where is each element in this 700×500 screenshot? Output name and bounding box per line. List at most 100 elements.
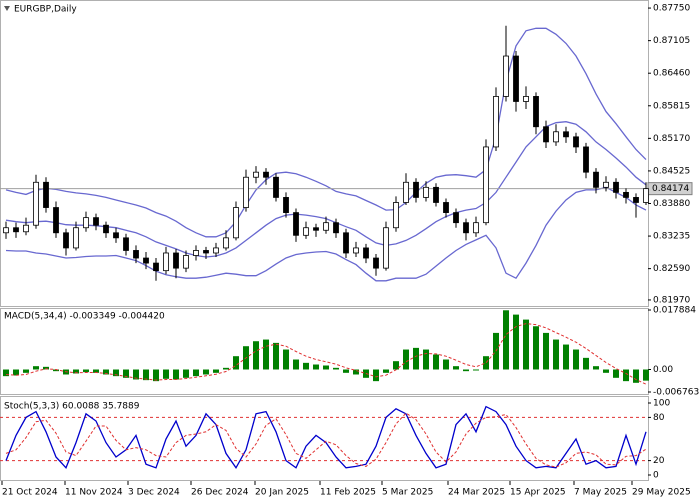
macd-bar bbox=[343, 369, 349, 373]
macd-bar bbox=[153, 369, 159, 382]
macd-bar bbox=[433, 354, 439, 370]
candle-body bbox=[553, 131, 559, 143]
macd-bar bbox=[223, 367, 229, 370]
bollinger-lower bbox=[5, 186, 647, 282]
macd-bar bbox=[213, 369, 219, 373]
macd-bar bbox=[3, 369, 9, 377]
stoch-panel-frame bbox=[0, 396, 649, 481]
candle-body bbox=[103, 224, 109, 234]
candle-body bbox=[373, 257, 379, 269]
candle-body bbox=[383, 227, 389, 269]
candle-body bbox=[493, 96, 499, 148]
candle-body bbox=[23, 224, 29, 233]
candle-body bbox=[543, 126, 549, 143]
candle-body bbox=[213, 247, 219, 254]
candle-body bbox=[273, 176, 279, 198]
x-tick-label: 21 Oct 2024 bbox=[2, 488, 58, 498]
macd-bar bbox=[103, 369, 109, 375]
candle-body bbox=[43, 181, 49, 208]
macd-bar bbox=[463, 369, 469, 372]
candle-body bbox=[563, 131, 569, 138]
macd-bar bbox=[323, 365, 329, 370]
candle-body bbox=[473, 222, 479, 234]
candle-body bbox=[433, 186, 439, 203]
macd-bar bbox=[53, 369, 59, 372]
candle-body bbox=[633, 197, 639, 203]
y-tick-label: 0.84525 bbox=[653, 166, 690, 176]
candle-body bbox=[423, 186, 429, 198]
candle-body bbox=[583, 146, 589, 173]
macd-bar bbox=[563, 344, 569, 370]
macd-title: MACD(5,34,4) -0.003349 -0.004420 bbox=[4, 312, 165, 322]
x-tick-label: 11 Feb 2025 bbox=[320, 488, 376, 498]
macd-bar bbox=[613, 369, 619, 378]
y-tick-label: 0.85815 bbox=[653, 101, 690, 111]
macd-bar bbox=[163, 369, 169, 379]
macd-bar bbox=[423, 349, 429, 370]
candle-body bbox=[223, 237, 229, 249]
macd-bar bbox=[383, 369, 389, 373]
stoch-title: Stoch(5,3,3) 60.0088 35.7889 bbox=[4, 402, 140, 412]
y-tick-label: 0.83235 bbox=[653, 232, 690, 242]
y-tick-label: 100 bbox=[653, 399, 670, 409]
candle-body bbox=[333, 222, 339, 234]
macd-bar bbox=[23, 369, 29, 373]
candle-body bbox=[523, 96, 529, 102]
x-tick-label: 29 May 2025 bbox=[632, 488, 691, 498]
macd-bar bbox=[483, 356, 489, 370]
candle-body bbox=[613, 181, 619, 193]
candle-body bbox=[363, 247, 369, 259]
candle-body bbox=[263, 171, 269, 178]
x-tick-label: 26 Dec 2024 bbox=[191, 488, 249, 498]
candle-body bbox=[113, 232, 119, 239]
candle-body bbox=[153, 262, 159, 272]
candle-body bbox=[73, 227, 79, 249]
macd-bar bbox=[33, 366, 39, 370]
y-tick-label: 0 bbox=[653, 471, 659, 481]
y-tick-label: 0.81970 bbox=[653, 295, 690, 305]
candle-body bbox=[183, 255, 189, 269]
candle-body bbox=[313, 227, 319, 231]
macd-bar bbox=[413, 347, 419, 370]
candle-body bbox=[233, 207, 239, 239]
candle-body bbox=[83, 217, 89, 229]
y-tick-label: 20 bbox=[653, 456, 665, 466]
macd-bar bbox=[273, 342, 279, 370]
y-tick-label: 0.00 bbox=[653, 365, 673, 375]
macd-bar bbox=[503, 310, 509, 370]
candle-body bbox=[293, 212, 299, 236]
candle-body bbox=[573, 136, 579, 148]
candle-body bbox=[353, 247, 359, 254]
macd-bar bbox=[593, 366, 599, 370]
candle-body bbox=[173, 252, 179, 269]
candle-body bbox=[483, 146, 489, 224]
candle-body bbox=[413, 181, 419, 198]
candle-body bbox=[33, 181, 39, 226]
macd-bar bbox=[113, 369, 119, 377]
candle-body bbox=[163, 252, 169, 272]
macd-bar bbox=[473, 369, 479, 371]
x-tick-label: 5 Mar 2025 bbox=[382, 488, 433, 498]
chart-title: EURGBP,Daily bbox=[14, 5, 77, 15]
macd-bar bbox=[393, 361, 399, 370]
macd-bar bbox=[603, 369, 609, 373]
candle-body bbox=[203, 250, 209, 254]
y-tick-label: 0.87750 bbox=[653, 4, 690, 14]
candle-body bbox=[53, 207, 59, 234]
macd-bar bbox=[203, 369, 209, 375]
candle-body bbox=[443, 202, 449, 213]
macd-bar bbox=[403, 349, 409, 370]
candle-body bbox=[63, 232, 69, 249]
macd-bar bbox=[233, 356, 239, 370]
y-tick-label: 0.83880 bbox=[653, 199, 690, 209]
macd-bar bbox=[283, 349, 289, 370]
candle-body bbox=[193, 250, 199, 256]
candle-body bbox=[303, 227, 309, 236]
candle-body bbox=[283, 197, 289, 213]
candle-body bbox=[13, 227, 19, 233]
macd-bar bbox=[293, 359, 299, 370]
last-price-label: 0.84174 bbox=[652, 184, 689, 194]
candle-body bbox=[93, 217, 99, 226]
